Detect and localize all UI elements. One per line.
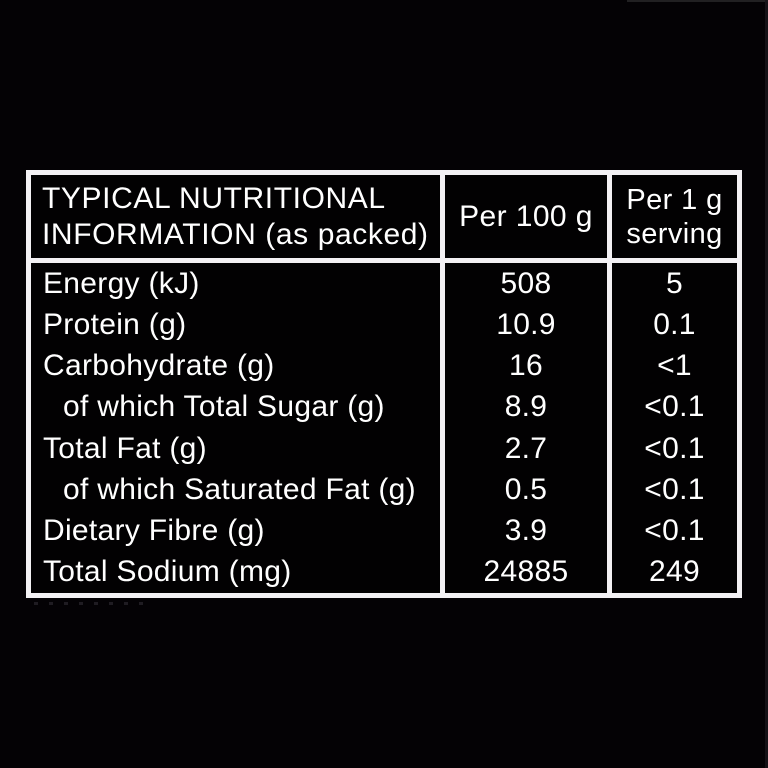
print-artifact-dots xyxy=(34,602,144,605)
column-header-per-100g: Per 100 g xyxy=(445,175,607,258)
value-protein-per100g: 10.9 xyxy=(496,307,556,341)
value-energy-per-serving: 5 xyxy=(666,266,683,300)
table-title-line1: TYPICAL NUTRITIONAL xyxy=(42,181,386,215)
value-dietary-fibre-per-serving: <0.1 xyxy=(644,514,705,548)
per-serving-values-column: 5 0.1 <1 <0.1 <0.1 <0.1 <0.1 249 xyxy=(612,263,737,593)
photo-edge-artifact-top xyxy=(627,0,768,2)
row-label-saturated-fat: of which Saturated Fat (g) xyxy=(63,472,416,506)
value-total-fat-per-serving: <0.1 xyxy=(644,431,705,465)
photo-edge-artifact-right xyxy=(765,0,768,768)
value-saturated-fat-per-serving: <0.1 xyxy=(644,472,705,506)
value-total-sodium-per-serving: 249 xyxy=(649,555,700,589)
nutrition-information-table: TYPICAL NUTRITIONAL INFORMATION (as pack… xyxy=(26,170,742,598)
table-title-cell: TYPICAL NUTRITIONAL INFORMATION (as pack… xyxy=(31,175,440,258)
value-protein-per-serving: 0.1 xyxy=(653,307,696,341)
nutrient-labels-column: Energy (kJ) Protein (g) Carbohydrate (g)… xyxy=(31,263,440,593)
value-dietary-fibre-per100g: 3.9 xyxy=(504,514,548,548)
table-title-line2: INFORMATION (as packed) xyxy=(42,217,429,251)
value-total-sodium-per100g: 24885 xyxy=(483,555,569,589)
row-label-total-sugar: of which Total Sugar (g) xyxy=(63,390,385,424)
value-total-sugar-per100g: 8.9 xyxy=(504,390,548,424)
row-label-carbohydrate: Carbohydrate (g) xyxy=(43,349,275,383)
row-label-protein: Protein (g) xyxy=(43,307,187,341)
value-carbohydrate-per100g: 16 xyxy=(509,349,543,383)
column-header-per-serving: Per 1 g serving xyxy=(612,175,737,258)
row-label-energy: Energy (kJ) xyxy=(43,266,200,300)
value-total-sugar-per-serving: <0.1 xyxy=(644,390,705,424)
row-label-total-sodium: Total Sodium (mg) xyxy=(43,555,292,589)
value-saturated-fat-per100g: 0.5 xyxy=(504,472,548,506)
value-carbohydrate-per-serving: <1 xyxy=(657,349,692,383)
per-100g-values-column: 508 10.9 16 8.9 2.7 0.5 3.9 24885 xyxy=(445,263,607,593)
row-label-dietary-fibre: Dietary Fibre (g) xyxy=(43,514,265,548)
value-total-fat-per100g: 2.7 xyxy=(504,431,548,465)
value-energy-per100g: 508 xyxy=(500,266,552,300)
row-label-total-fat: Total Fat (g) xyxy=(43,431,207,465)
